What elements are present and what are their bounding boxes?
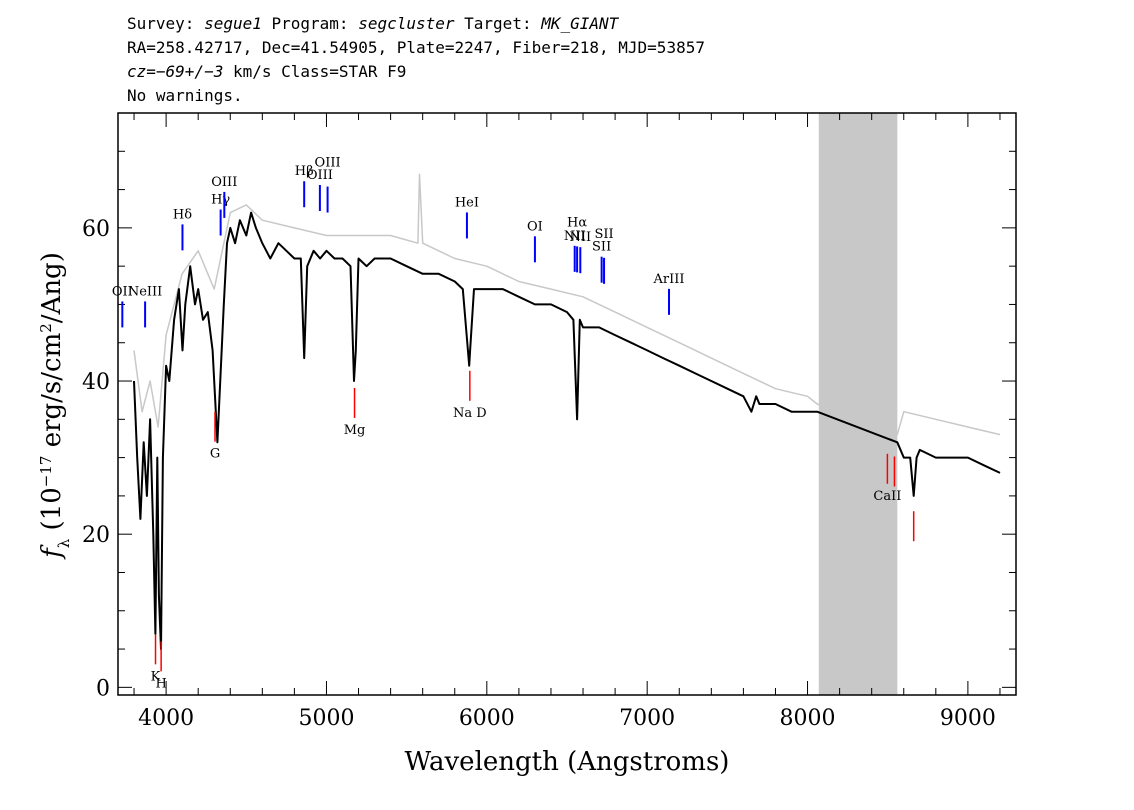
emission-line-label: OI — [527, 219, 543, 234]
emission-line-label: SII — [592, 240, 611, 255]
survey-value: segue1 — [204, 14, 262, 33]
spectrum-line — [133, 211, 1001, 651]
program-label: Program: — [261, 14, 359, 33]
header-line-3: cz=−69+/−3 km/s Class=STAR F9 — [127, 60, 406, 84]
noise-line — [133, 173, 1001, 436]
y-tick-label: 60 — [82, 217, 110, 242]
emission-line-label: OIII — [315, 156, 341, 171]
x-tick-label: 5000 — [298, 706, 354, 731]
header-line-1: Survey: segue1 Program: segcluster Targe… — [127, 12, 618, 36]
emission-line-label: ArIII — [652, 272, 684, 287]
plot-frame — [117, 112, 1017, 696]
absorption-line-label: Mg — [344, 423, 366, 438]
emission-line-label: NeIII — [128, 284, 162, 299]
emission-line-label: NII — [564, 229, 586, 244]
emission-line-label: NII — [569, 230, 591, 245]
emission-line-label: Hβ — [295, 164, 314, 179]
absorption-line-label: CaII — [873, 489, 901, 504]
x-tick-label: 8000 — [780, 706, 836, 731]
absorption-line-label: G — [210, 447, 220, 462]
emission-line-label: OIII — [211, 175, 237, 190]
class-text: km/s Class=STAR F9 — [223, 62, 407, 81]
header-line-4: No warnings. — [127, 86, 243, 105]
emission-line-label: OIII — [307, 168, 333, 183]
redshift-value: cz=−69+/−3 — [127, 62, 224, 81]
y-tick-label: 0 — [96, 676, 110, 701]
x-tick-label: 4000 — [138, 706, 194, 731]
emission-line-label: Hδ — [173, 207, 192, 222]
target-value: MK_GIANT — [541, 14, 619, 33]
survey-label: Survey: — [127, 14, 205, 33]
emission-line-label: HeI — [455, 195, 479, 210]
program-value: segcluster — [358, 14, 455, 33]
target-label: Target: — [454, 14, 542, 33]
absorption-line-label: H — [155, 676, 166, 691]
header-line-2: RA=258.42717, Dec=41.54905, Plate=2247, … — [127, 38, 705, 57]
x-tick-label: 6000 — [459, 706, 515, 731]
emission-line-label: SII — [594, 227, 613, 242]
x-tick-label: 9000 — [940, 706, 996, 731]
x-tick-label: 7000 — [619, 706, 675, 731]
y-axis-title: fλ (10−17 erg/s/cm2/Ang) — [37, 252, 73, 560]
y-tick-label: 40 — [82, 370, 110, 395]
absorption-line-label: Na D — [453, 406, 487, 421]
emission-line-label: Hα — [567, 215, 587, 230]
y-tick-label: 20 — [82, 523, 110, 548]
emission-line-label: Hγ — [211, 193, 230, 208]
masked-region — [818, 113, 898, 695]
emission-line-label: OII — [112, 284, 133, 299]
x-axis-title: Wavelength (Angstroms) — [405, 747, 730, 777]
absorption-line-label: K — [151, 669, 161, 684]
